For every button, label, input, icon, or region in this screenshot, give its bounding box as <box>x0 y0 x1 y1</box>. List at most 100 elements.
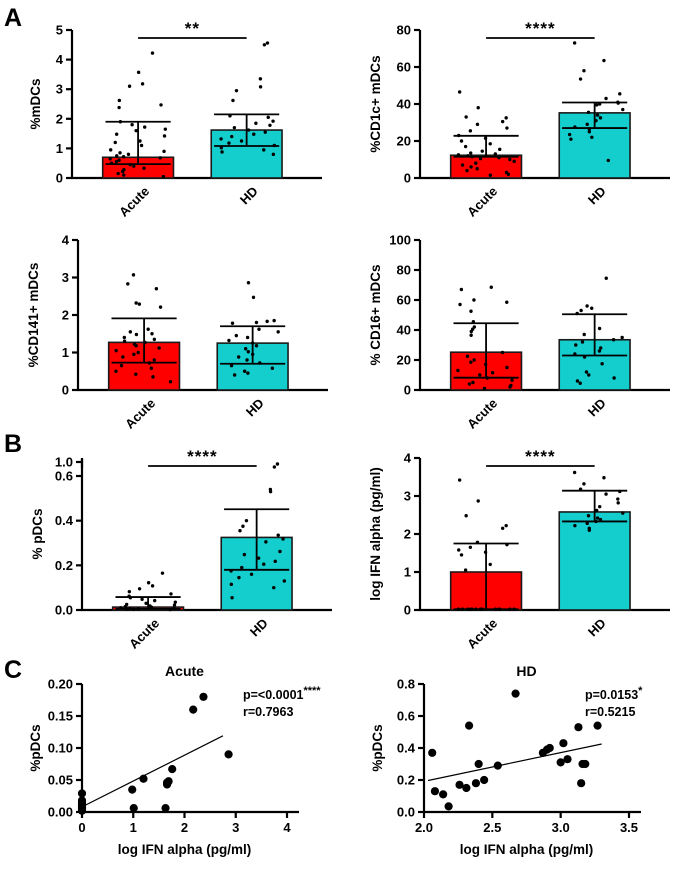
x-category-label: Acute <box>464 396 500 432</box>
y-tick-label: 0.20 <box>48 677 73 692</box>
data-points <box>77 692 233 815</box>
x-category-label: HD <box>585 396 609 420</box>
y-tick-label: 5 <box>56 23 63 38</box>
x-tick-label: 0 <box>78 820 85 835</box>
y-tick-label: 2 <box>56 111 63 126</box>
significance-stars: **** <box>525 447 555 466</box>
y-tick-label: 0.6 <box>397 709 415 724</box>
y-axis-title: %CD141+ mDCs <box>26 263 41 368</box>
x-tick-label: 4 <box>283 820 291 835</box>
p-value-acute: p=<0.0001 <box>243 688 304 703</box>
bar-hd <box>558 511 631 611</box>
panel-letter-c: C <box>4 656 23 684</box>
y-tick-label: 0 <box>404 383 411 398</box>
significance-stars: ** <box>185 19 200 38</box>
y-tick-label: 80 <box>397 23 411 38</box>
bar-chart-svg: 0 1 2 3 4 Acute HD log IFN alpha (pg/ml) **** <box>368 447 670 652</box>
scatter-acute: Acute 0.00 0.05 0.10 0.15 0.20 0 1 2 3 4 log IFN al… <box>26 660 305 860</box>
y-tick-label: 2 <box>62 308 69 323</box>
bar-chart-svg: 0.0 0.2 0.4 0.61.0 Acute HD % pDCs **** <box>30 447 332 652</box>
y-tick-label: 40 <box>397 97 411 112</box>
y-tick-label: 0.15 <box>48 709 73 724</box>
data-points-acute <box>108 51 168 179</box>
chart-cd141-mdcs: 0 1 2 3 4 Acute HD %CD141+ mDCs <box>26 214 330 434</box>
y-tick-label: 0.4 <box>397 741 416 756</box>
r-value-hd: r=0.5215 <box>585 704 636 719</box>
data-points-hd <box>573 276 624 385</box>
data-points-acute <box>456 478 516 611</box>
significance-stars: **** <box>525 19 555 38</box>
y-tick-label: 0.10 <box>48 741 73 756</box>
y-tick-label: 0.0 <box>397 805 415 820</box>
significance-stars: **** <box>187 447 217 466</box>
y-tick-label: 0.00 <box>48 805 73 820</box>
x-category-label: HD <box>237 184 261 208</box>
data-points-hd <box>227 281 280 377</box>
y-axis-title: %pDCs <box>28 724 43 771</box>
error-bar-hd <box>214 113 280 147</box>
scatter-svg: Acute 0.00 0.05 0.10 0.15 0.20 0 1 2 3 4 log IFN al… <box>28 663 299 857</box>
data-points-hd <box>219 41 277 157</box>
y-axis-title: log IFN alpha (pg/ml) <box>368 467 383 601</box>
x-axis-title: log IFN alpha (pg/ml) <box>118 842 252 857</box>
y-tick-label: 0.0 <box>55 603 73 618</box>
y-tick-label: 20 <box>397 134 411 149</box>
y-tick-label: 60 <box>397 293 411 308</box>
x-tick-label: 2 <box>181 820 188 835</box>
y-axis-title: %CD1c+ mDCs <box>368 55 383 152</box>
y-tick-label: 0.6 <box>55 469 73 484</box>
x-tick-label: 3 <box>232 820 239 835</box>
x-category-label: HD <box>243 396 267 420</box>
error-bar-hd <box>224 508 290 571</box>
error-bar-acute <box>111 317 177 364</box>
y-tick-label: 100 <box>389 233 411 248</box>
data-points-hd <box>229 462 287 600</box>
y-tick-label: 20 <box>397 353 411 368</box>
y-tick-label: 80 <box>397 263 411 278</box>
data-points-acute <box>114 273 173 384</box>
data-points-hd <box>567 41 625 163</box>
y-tick-label: 0.4 <box>55 513 74 528</box>
scatter-hd: HD 0.0 0.2 0.4 0.6 0.8 2.0 2.5 3.0 3.5 log IFN alp… <box>368 660 647 860</box>
bar-chart-svg: 0 20 40 60 80 100 Acute HD % CD16+ mDCs <box>368 233 670 432</box>
y-tick-label: 0.2 <box>55 558 73 573</box>
x-axis-title: log IFN alpha (pg/ml) <box>460 842 594 857</box>
x-tick-label: 2.0 <box>415 820 433 835</box>
plot-title: Acute <box>165 663 204 679</box>
panel-letter-a: A <box>4 4 23 32</box>
data-points-acute <box>456 285 514 391</box>
chart-pdcs: 0.0 0.2 0.4 0.6 1.0 Acute HD % pDCs **** <box>26 432 334 654</box>
plot-title: HD <box>516 663 536 679</box>
error-bar-hd <box>562 313 628 357</box>
y-tick-label: 4 <box>62 233 70 248</box>
stats-hd: p=0.0153* r=0.5215 <box>585 684 642 720</box>
trendline <box>427 743 602 782</box>
x-category-label: Acute <box>464 616 500 652</box>
panel-letter-b: B <box>4 430 23 458</box>
x-category-label: HD <box>247 616 271 640</box>
y-tick-label: 1 <box>62 345 69 360</box>
y-tick-label: 0.05 <box>48 773 73 788</box>
y-axis-title: % CD16+ mDCs <box>368 265 383 366</box>
trendline <box>81 735 224 808</box>
bar-chart-svg: 0 1 2 3 4 Acute HD %CD141+ mDCs <box>26 233 328 432</box>
y-tick-label: 3 <box>56 82 63 97</box>
y-axis-title: %mDCs <box>28 78 43 129</box>
y-axis-title: % pDCs <box>30 508 45 559</box>
y-tick-label: 40 <box>397 323 411 338</box>
chart-cd1c-mdcs: 0 20 40 60 80 Acute HD %CD1c+ mDCs **** <box>368 4 672 222</box>
data-points-acute <box>118 571 178 612</box>
y-tick-label: 0 <box>404 603 411 618</box>
x-category-label: Acute <box>122 396 158 432</box>
r-value-acute: r=0.7963 <box>243 704 294 719</box>
y-tick-label: 1.0 <box>55 455 73 470</box>
data-points-acute <box>456 90 516 177</box>
data-points-hd <box>572 470 625 532</box>
y-tick-label: 0 <box>56 171 63 186</box>
x-tick-label: 3.5 <box>620 820 638 835</box>
chart-cd16-mdcs: 0 20 40 60 80 100 Acute HD % CD16+ mDCs <box>368 214 672 434</box>
p-stars-acute: **** <box>303 685 321 697</box>
p-value-hd: p=0.0153 <box>585 688 639 703</box>
